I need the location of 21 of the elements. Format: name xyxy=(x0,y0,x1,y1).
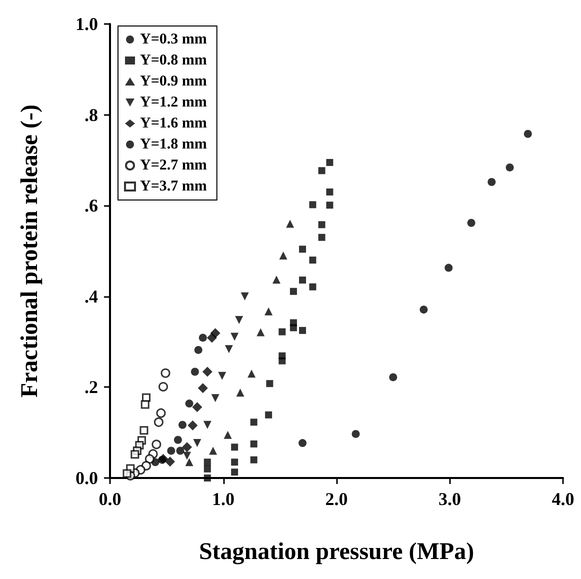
x-tick-label: 1.0 xyxy=(212,489,234,509)
y-tick-label: 1.0 xyxy=(76,14,98,34)
legend-label: Y=1.8 mm xyxy=(140,136,208,152)
x-axis-title: Stagnation pressure (MPa) xyxy=(198,539,474,565)
x-tick-label: 2.0 xyxy=(325,489,348,509)
legend-label: Y=0.8 mm xyxy=(140,52,208,68)
legend-label: Y=0.3 mm xyxy=(140,32,208,48)
y-tick-label: .2 xyxy=(84,377,98,398)
legend-label: Y=1.6 mm xyxy=(140,116,208,132)
y-tick-label: .8 xyxy=(84,104,98,125)
y-tick-label: .6 xyxy=(84,196,98,216)
x-tick-label: 0.0 xyxy=(98,489,122,509)
x-tick-label: 3.0 xyxy=(438,489,461,509)
legend-label: Y=2.7 mm xyxy=(140,158,208,174)
x-tick-label: 4.0 xyxy=(552,489,574,509)
y-tick-label: 0.0 xyxy=(76,468,98,488)
y-tick-label: .4 xyxy=(84,286,98,306)
y-axis-title: Fractional protein release (-) xyxy=(17,104,43,398)
legend-label: Y=0.9 mm xyxy=(140,74,208,90)
legend-label: Y=3.7 mm xyxy=(140,178,208,194)
legend-label: Y=1.2 mm xyxy=(140,94,208,110)
